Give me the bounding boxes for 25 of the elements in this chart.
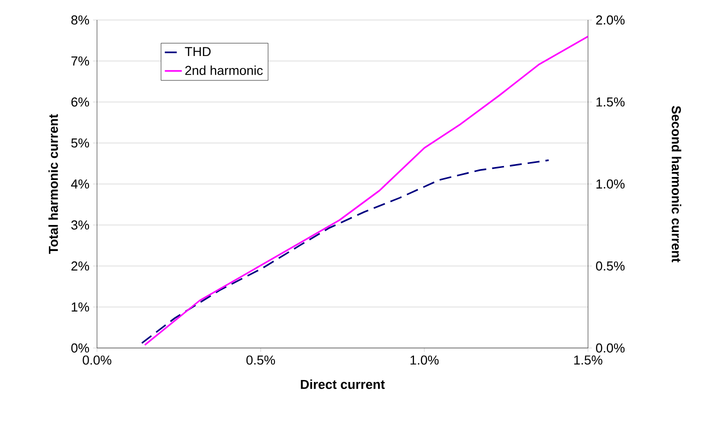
y-tick-label: 7% bbox=[71, 56, 90, 66]
y-tick-label: 1% bbox=[72, 302, 90, 312]
y-tick-label: 8% bbox=[71, 15, 90, 25]
y-tick-label: 5% bbox=[71, 138, 90, 148]
y-tick-label: 6% bbox=[71, 97, 90, 107]
x-tick-label: 1.0% bbox=[410, 356, 439, 365]
y2-tick-label: 2.0% bbox=[596, 15, 625, 25]
y-tick-label: 2% bbox=[71, 261, 90, 271]
y-tick-label: 0% bbox=[71, 343, 90, 353]
y-tick-label: 4% bbox=[71, 179, 90, 189]
y2-tick-label: 1.0% bbox=[596, 179, 625, 189]
x-tick-label: 0.0% bbox=[82, 356, 112, 365]
y-axis-title: Total harmonic current bbox=[48, 114, 58, 254]
y2-axis-title: Second harmonic current bbox=[672, 106, 682, 262]
line-series bbox=[144, 36, 588, 346]
x-tick-label: 0.5% bbox=[246, 356, 275, 365]
x-tick-label: 1.5% bbox=[574, 356, 602, 365]
x-axis-title: Direct current bbox=[300, 379, 385, 389]
y-tick-label: 3% bbox=[71, 220, 90, 230]
y2-tick-label: 0.0% bbox=[596, 343, 625, 353]
legend-label: 2nd harmonic bbox=[185, 66, 263, 76]
y2-tick-label: 1.5% bbox=[596, 97, 625, 107]
legend-label: THD bbox=[184, 47, 211, 56]
line-series bbox=[141, 159, 550, 344]
y2-tick-label: 0.5% bbox=[596, 261, 625, 271]
